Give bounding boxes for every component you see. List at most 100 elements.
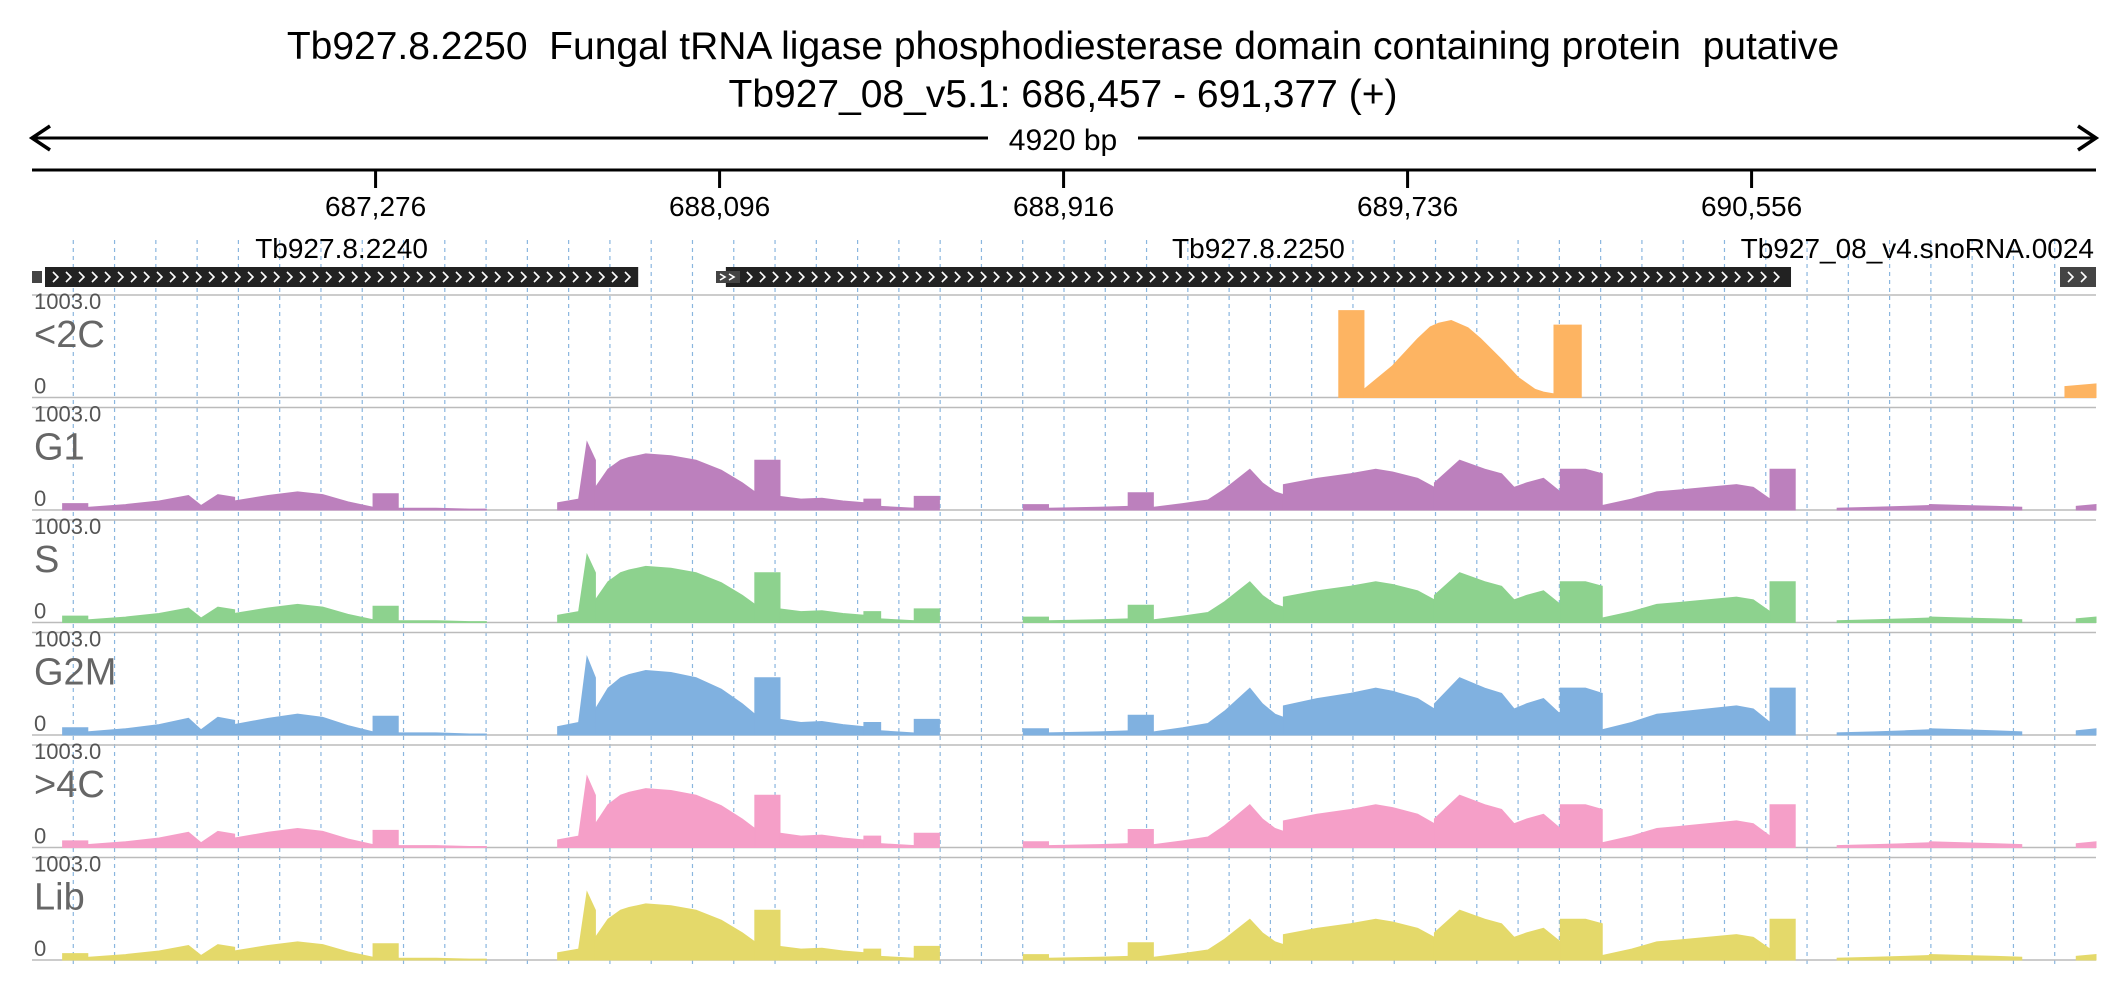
track-ymin-label: 0 [34, 599, 46, 624]
strand-chevron-icon [1279, 271, 1287, 283]
coverage-bar [2075, 954, 2097, 961]
coverage-bar [2075, 728, 2097, 736]
coverage-bar [779, 945, 865, 961]
coverage-bar [200, 716, 236, 736]
span-label-background [988, 120, 1138, 156]
coverage-bar [1363, 320, 1555, 398]
coverage-bar [1127, 828, 1154, 848]
coverage-bar [880, 843, 915, 848]
strand-chevron-icon [811, 271, 819, 283]
coverage-bar [1127, 604, 1154, 623]
coverage-bar [1928, 841, 2023, 848]
coverage-bar [1282, 918, 1435, 961]
strand-chevron-icon [1084, 271, 1092, 283]
strand-chevron-icon [1578, 271, 1586, 283]
coverage-bar [1928, 728, 2023, 736]
coverage-bar [1433, 909, 1561, 961]
coverage-bar [880, 955, 915, 961]
strand-chevron-icon [1201, 271, 1209, 283]
coverage-bar [1928, 616, 2023, 623]
strand-chevron-icon [1227, 271, 1235, 283]
strand-chevron-icon [863, 271, 871, 283]
coverage-bar [1047, 955, 1129, 961]
coverage-bar [754, 459, 781, 511]
coverage-bar [234, 603, 374, 623]
coverage-bar [1022, 954, 1049, 961]
coverage-bar [913, 832, 940, 848]
strand-chevron-icon [598, 271, 606, 283]
gene-location: Tb927_08_v5.1: 686,457 - 691,377 (+) [728, 73, 1398, 116]
strand-chevron-icon [208, 271, 216, 283]
coverage-bar [1047, 505, 1129, 511]
strand-chevron-icon [746, 271, 754, 283]
coverage-bar [62, 840, 89, 848]
strand-chevron-icon [403, 271, 411, 283]
coverage-bar [594, 565, 756, 623]
strand-chevron-icon [416, 271, 424, 283]
coverage-bar [397, 957, 487, 961]
coverage-bar [1152, 918, 1284, 961]
gene-title: Tb927.8.2250 Fungal tRNA ligase phosphod… [286, 25, 1840, 68]
coverage-bar [594, 453, 756, 511]
coverage-bar [1928, 504, 2023, 511]
gene-label: Tb927.8.2250 [1172, 233, 1345, 264]
coverage-bar [863, 948, 882, 961]
strand-chevron-icon [312, 271, 320, 283]
strand-chevron-icon [1149, 271, 1157, 283]
coverage-bar [557, 552, 596, 623]
strand-chevron-icon [850, 271, 858, 283]
track-ymin-label: 0 [34, 374, 46, 399]
strand-chevron-icon [1032, 271, 1040, 283]
strand-chevron-icon [377, 271, 385, 283]
coverage-bar [1022, 841, 1049, 848]
coverage-bar [62, 953, 89, 961]
coverage-bar [397, 845, 487, 848]
coverage-bar [1047, 843, 1129, 848]
strand-chevron-icon [91, 271, 99, 283]
coverage-bar [372, 829, 399, 848]
strand-chevron-icon [967, 271, 975, 283]
coverage-bar [1152, 804, 1284, 848]
strand-chevron-icon [1591, 271, 1599, 283]
strand-chevron-icon [1214, 271, 1222, 283]
coverage-bar [200, 830, 236, 848]
track-name-label: G1 [34, 427, 85, 469]
coverage-bar [1769, 468, 1796, 511]
coverage-bar [594, 788, 756, 848]
arrow-left-icon [28, 124, 51, 152]
coverage-bar [1559, 918, 1603, 961]
coverage-bar [1022, 616, 1049, 623]
strand-chevron-icon [1773, 271, 1781, 283]
strand-chevron-icon [546, 271, 554, 283]
strand-chevron-icon [1630, 271, 1638, 283]
strand-chevron-icon [65, 271, 73, 283]
span-ruler: 4920 bp [28, 120, 2100, 157]
strand-chevron-icon [1708, 271, 1716, 283]
strand-chevron-icon [1435, 271, 1443, 283]
strand-chevron-icon [1682, 271, 1690, 283]
strand-chevron-icon [390, 271, 398, 283]
strand-chevron-icon [1617, 271, 1625, 283]
strand-chevron-icon [364, 271, 372, 283]
strand-chevron-icon [1643, 271, 1651, 283]
coverage-bar [880, 618, 915, 623]
strand-chevron-icon [1552, 271, 1560, 283]
strand-chevron-icon [195, 271, 203, 283]
coverage-bar [372, 605, 399, 623]
strand-chevron-icon [1396, 271, 1404, 283]
strand-chevron-icon [1760, 271, 1768, 283]
strand-chevron-icon [1539, 271, 1547, 283]
strand-chevron-icon [1058, 271, 1066, 283]
strand-chevron-icon [507, 271, 515, 283]
coverage-bar [913, 495, 940, 511]
coverage-bar [557, 440, 596, 511]
strand-chevron-icon [1656, 271, 1664, 283]
gene-feature [2060, 267, 2096, 287]
strand-chevron-icon [325, 271, 333, 283]
strand-chevron-icon [611, 271, 619, 283]
coverage-bar [1338, 310, 1365, 398]
strand-chevron-icon [572, 271, 580, 283]
coverage-bar [779, 495, 865, 511]
coverage-bar [2075, 841, 2097, 848]
axis-tick-label: 688,916 [1013, 191, 1114, 222]
